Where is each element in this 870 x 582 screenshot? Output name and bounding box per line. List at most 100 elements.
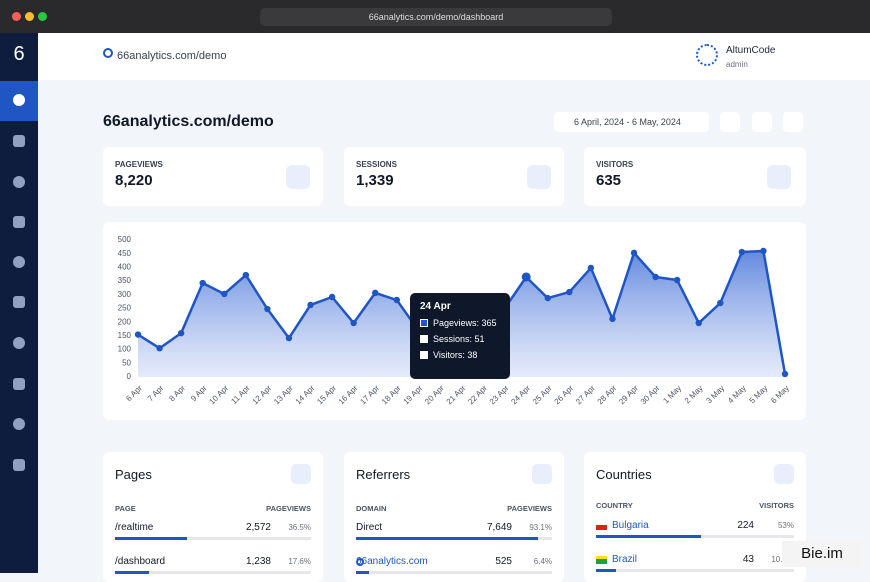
row-share: 6.4% bbox=[533, 557, 552, 566]
panel-icon[interactable] bbox=[532, 464, 552, 484]
point bbox=[393, 296, 400, 304]
y-tick-label: 250 bbox=[118, 304, 132, 313]
x-tick-label: 27 Apr bbox=[574, 383, 597, 406]
bar-track bbox=[596, 569, 794, 572]
url-bar[interactable]: 66analytics.com/demo/dashboard bbox=[260, 8, 612, 26]
tooltip: 24 Apr Pageviews: 365 Sessions: 51 Visitor… bbox=[410, 293, 510, 379]
point bbox=[738, 248, 746, 256]
point bbox=[177, 329, 185, 337]
browser-bar: 66analytics.com/demo/dashboard bbox=[0, 0, 870, 33]
share-bar bbox=[115, 537, 187, 540]
stat-icon bbox=[767, 165, 791, 189]
panel: Referrers DOMAIN PAGEVIEWS Direct 7,649 93.1%… bbox=[344, 452, 564, 582]
x-tick-label: 5 May bbox=[748, 384, 770, 406]
y-tick-label: 0 bbox=[127, 372, 132, 381]
tooltip-swatch bbox=[420, 351, 428, 359]
x-tick-label: 14 Apr bbox=[294, 383, 317, 406]
row-value: 224 bbox=[737, 520, 754, 531]
row-name[interactable]: /realtime bbox=[115, 522, 154, 533]
filter[interactable] bbox=[752, 112, 772, 132]
minimize[interactable] bbox=[25, 12, 34, 21]
user-role: admin bbox=[726, 60, 748, 69]
row-name[interactable]: /dashboard bbox=[115, 556, 166, 567]
tooltip-item: Visitors: 38 bbox=[420, 350, 500, 360]
favicon bbox=[356, 558, 364, 566]
y-tick-label: 500 bbox=[118, 235, 132, 244]
bar-track bbox=[115, 537, 311, 540]
point bbox=[242, 271, 250, 279]
flag bbox=[596, 556, 607, 564]
nav-icon[interactable] bbox=[13, 94, 25, 106]
x-tick-label: 1 May bbox=[661, 384, 683, 406]
close[interactable] bbox=[12, 12, 21, 21]
point bbox=[544, 294, 551, 302]
nav-icon[interactable] bbox=[13, 418, 25, 430]
x-tick-label: 20 Apr bbox=[423, 383, 446, 406]
y-tick-label: 50 bbox=[122, 358, 131, 367]
point bbox=[781, 370, 789, 378]
y-tick-label: 300 bbox=[118, 290, 132, 299]
panel-icon[interactable] bbox=[774, 464, 794, 484]
logo[interactable]: 6 bbox=[13, 43, 25, 65]
download[interactable] bbox=[720, 112, 740, 132]
x-tick-label: 29 Apr bbox=[617, 383, 640, 406]
x-tick-label: 26 Apr bbox=[553, 383, 576, 406]
x-tick-label: 22 Apr bbox=[466, 383, 489, 406]
x-tick-label: 21 Apr bbox=[445, 383, 468, 406]
row-share: 53% bbox=[777, 521, 794, 530]
point bbox=[652, 273, 659, 281]
stat-value: 8,220 bbox=[115, 172, 153, 189]
point bbox=[285, 334, 293, 342]
point bbox=[372, 289, 379, 297]
point bbox=[695, 319, 702, 327]
panel: Countries COUNTRY VISITORS Bulgaria 224 53% Br… bbox=[584, 452, 806, 582]
nav-icon[interactable] bbox=[13, 135, 25, 147]
point bbox=[630, 249, 638, 257]
point bbox=[673, 276, 681, 284]
point bbox=[717, 299, 724, 307]
watermark: Bie.im bbox=[782, 541, 862, 567]
nav-icon[interactable] bbox=[13, 296, 25, 308]
site-selector[interactable]: 66analytics.com/demo bbox=[117, 50, 227, 62]
panel-icon[interactable] bbox=[291, 464, 311, 484]
nav-icon[interactable] bbox=[13, 337, 25, 349]
column-header: COUNTRY bbox=[596, 501, 633, 510]
nav-icon[interactable] bbox=[13, 378, 25, 390]
share-bar bbox=[596, 535, 701, 538]
row-name[interactable]: Bulgaria bbox=[612, 520, 649, 531]
x-tick-label: 16 Apr bbox=[337, 383, 360, 406]
user-name[interactable]: AltumCode bbox=[726, 45, 776, 56]
share-bar bbox=[356, 537, 539, 540]
nav-icon[interactable] bbox=[13, 176, 25, 188]
share-bar bbox=[596, 569, 617, 572]
tooltip-text: Sessions: 51 bbox=[433, 334, 485, 344]
column-header: VISITORS bbox=[759, 501, 794, 510]
row-value: 43 bbox=[742, 554, 754, 565]
stat-card: PAGEVIEWS 8,220 bbox=[103, 147, 323, 206]
y-tick-label: 350 bbox=[118, 276, 132, 285]
row-name[interactable]: Direct bbox=[356, 522, 383, 533]
nav-icon[interactable] bbox=[13, 216, 25, 228]
nav-icon[interactable] bbox=[13, 459, 25, 471]
row-name[interactable]: Brazil bbox=[612, 554, 638, 565]
stat-label: PAGEVIEWS bbox=[115, 160, 163, 169]
point bbox=[199, 279, 206, 287]
panel-title: Countries bbox=[596, 467, 652, 482]
y-tick-label: 200 bbox=[118, 317, 132, 326]
stat-card: VISITORS 635 bbox=[584, 147, 806, 206]
nav-icon[interactable] bbox=[13, 256, 25, 268]
column-header: DOMAIN bbox=[356, 504, 387, 513]
date-range[interactable]: 6 April, 2024 - 6 May, 2024 bbox=[554, 112, 709, 132]
stat-card: SESSIONS 1,339 bbox=[344, 147, 564, 206]
tooltip-item: Sessions: 51 bbox=[420, 334, 500, 344]
y-tick-label: 400 bbox=[118, 263, 132, 272]
x-tick-label: 24 Apr bbox=[509, 383, 532, 406]
tooltip-title: 24 Apr bbox=[420, 301, 451, 312]
point bbox=[307, 301, 314, 309]
export[interactable] bbox=[783, 112, 803, 132]
point bbox=[609, 315, 616, 323]
row-name[interactable]: 66analytics.com bbox=[356, 556, 428, 567]
maximize[interactable] bbox=[38, 12, 47, 21]
point bbox=[521, 272, 531, 282]
